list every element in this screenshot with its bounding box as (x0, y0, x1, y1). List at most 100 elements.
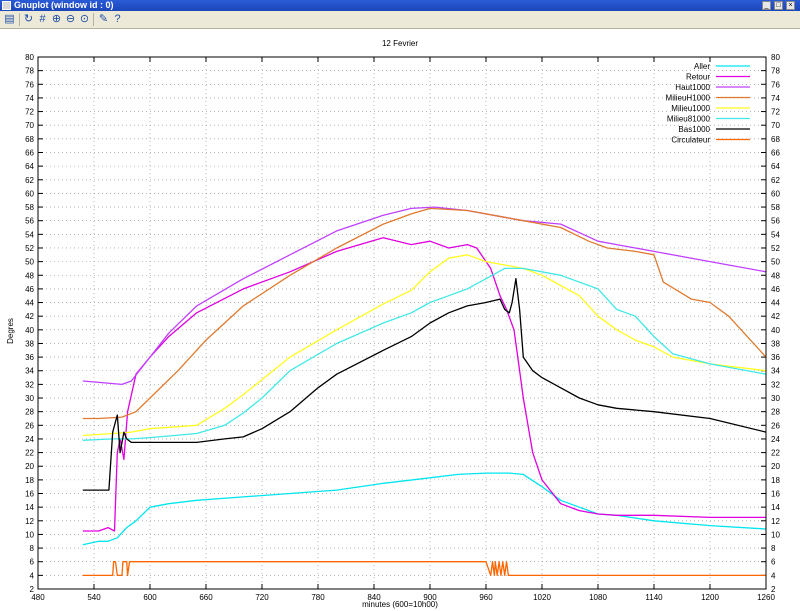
y2-tick-label: 66 (771, 148, 780, 157)
y2-tick-label: 14 (771, 503, 780, 512)
legend-label: Milieu1000 (671, 104, 710, 113)
y-tick-label: 6 (30, 558, 35, 567)
toolbar-separator (93, 13, 94, 26)
y-tick-label: 52 (25, 244, 34, 253)
y2-tick-label: 78 (771, 67, 780, 76)
y2-tick-label: 20 (771, 462, 780, 471)
series-milieu1000 (82, 254, 767, 437)
y2-tick-label: 60 (771, 189, 780, 198)
chart-title: 12 Fevrier (382, 39, 418, 48)
y-tick-label: 70 (25, 121, 34, 130)
help-icon[interactable]: ? (114, 13, 121, 25)
minimize-button[interactable]: _ (762, 1, 771, 10)
zoom-reset-icon[interactable]: ⊙ (79, 13, 90, 25)
window-title: Gnuplot (window id : 0) (14, 0, 114, 10)
y-tick-label: 4 (30, 571, 35, 580)
y-tick-label: 46 (25, 285, 34, 294)
x-axis-label: minutes (600=10h00) (362, 600, 438, 609)
y2-tick-label: 50 (771, 258, 780, 267)
series-milieu81000 (82, 267, 767, 441)
y-tick-label: 72 (25, 108, 34, 117)
y2-tick-label: 16 (771, 490, 780, 499)
y2-tick-label: 22 (771, 449, 780, 458)
x-tick-label: 1080 (589, 593, 607, 602)
series-circulateur (82, 561, 766, 577)
y-tick-label: 48 (25, 271, 34, 280)
y2-tick-label: 52 (771, 244, 780, 253)
y-tick-label: 80 (25, 53, 34, 62)
x-tick-label: 1200 (701, 593, 719, 602)
y-tick-label: 56 (25, 217, 34, 226)
y-tick-label: 42 (25, 312, 34, 321)
legend-label: Haut1000 (675, 83, 710, 92)
maximize-button[interactable]: □ (774, 1, 783, 10)
y2-tick-label: 48 (771, 271, 780, 280)
x-tick-label: 960 (479, 593, 493, 602)
y2-tick-label: 12 (771, 517, 780, 526)
y-tick-label: 68 (25, 135, 34, 144)
y2-tick-label: 68 (771, 135, 780, 144)
replot-icon[interactable]: ↻ (23, 13, 34, 25)
toolbar: ▤ ↻ # ⊕ ⊖ ⊙ ✎ ? (0, 11, 800, 29)
y2-tick-label: 44 (771, 299, 780, 308)
copy-icon[interactable]: ▤ (4, 13, 15, 25)
y2-tick-label: 70 (771, 121, 780, 130)
y2-tick-label: 6 (771, 558, 776, 567)
y2-tick-label: 76 (771, 80, 780, 89)
y-tick-label: 66 (25, 148, 34, 157)
y2-tick-label: 26 (771, 421, 780, 430)
close-button[interactable]: × (786, 1, 795, 10)
y2-tick-label: 38 (771, 339, 780, 348)
y-tick-label: 50 (25, 258, 34, 267)
series-lines (82, 206, 767, 577)
options-icon[interactable]: ✎ (98, 13, 109, 25)
y-tick-label: 38 (25, 339, 34, 348)
y-tick-label: 58 (25, 203, 34, 212)
toolbar-separator (19, 13, 20, 26)
y-tick-label: 62 (25, 176, 34, 185)
tick-labels: 480 540 600 660 720 780 840 900 960 1020 1080 1140 1… (25, 53, 780, 602)
zoom-out-icon[interactable]: ⊖ (65, 13, 76, 25)
y2-tick-label: 46 (771, 285, 780, 294)
y-tick-label: 30 (25, 394, 34, 403)
series-haut1000 (82, 206, 767, 386)
app-icon (2, 1, 11, 10)
x-tick-label: 540 (87, 593, 101, 602)
window-titlebar: Gnuplot (window id : 0) _ □ × (0, 0, 800, 11)
y2-tick-label: 8 (771, 544, 776, 553)
y-axis-label: Degres (6, 318, 15, 344)
legend-label: Retour (686, 73, 710, 82)
y2-tick-label: 80 (771, 53, 780, 62)
y2-tick-label: 32 (771, 380, 780, 389)
plot-frame (37, 56, 767, 590)
x-tick-label: 660 (199, 593, 213, 602)
legend-label: Circulateur (671, 136, 710, 145)
y-tick-label: 54 (25, 230, 34, 239)
y-tick-label: 64 (25, 162, 34, 171)
y-tick-label: 76 (25, 80, 34, 89)
y2-tick-label: 10 (771, 530, 780, 539)
x-tick-label: 720 (255, 593, 269, 602)
series-aller (82, 472, 767, 546)
y-tick-label: 60 (25, 189, 34, 198)
x-tick-label: 900 (423, 593, 437, 602)
y-tick-label: 24 (25, 435, 34, 444)
series-milieuh1000 (82, 207, 767, 420)
y2-tick-label: 42 (771, 312, 780, 321)
y-tick-label: 20 (25, 462, 34, 471)
y-tick-label: 12 (25, 517, 34, 526)
y-tick-label: 18 (25, 476, 34, 485)
legend-label: Milieu81000 (667, 115, 711, 124)
zoom-in-icon[interactable]: ⊕ (51, 13, 62, 25)
y2-tick-label: 24 (771, 435, 780, 444)
y2-tick-label: 58 (771, 203, 780, 212)
y2-tick-label: 4 (771, 571, 776, 580)
grid (37, 56, 767, 590)
grid-icon[interactable]: # (39, 13, 46, 25)
series-retour (82, 237, 766, 532)
y-tick-label: 32 (25, 380, 34, 389)
y2-tick-label: 62 (771, 176, 780, 185)
y-tick-label: 22 (25, 449, 34, 458)
y2-tick-label: 18 (771, 476, 780, 485)
y-tick-label: 16 (25, 490, 34, 499)
